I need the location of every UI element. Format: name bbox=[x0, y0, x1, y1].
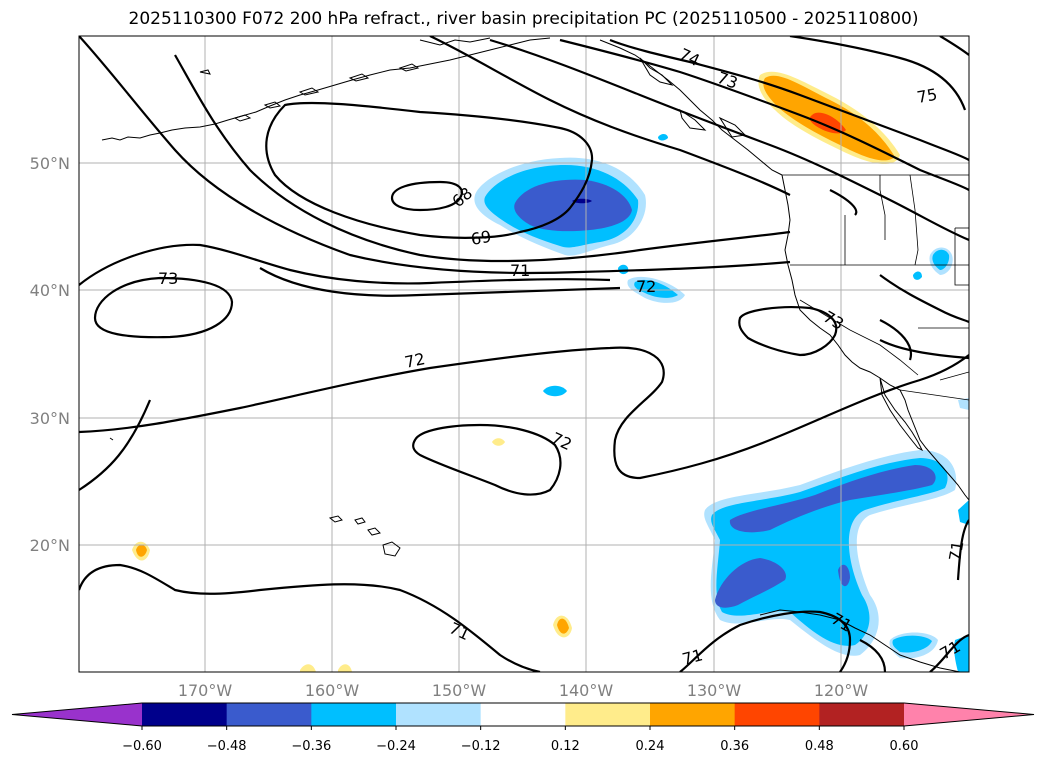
colorbar-segment bbox=[650, 703, 736, 726]
lon-label-150w: 150°W bbox=[432, 681, 487, 700]
longitude-labels: 170°W 160°W 150°W 140°W 130°W 120°W bbox=[178, 681, 869, 700]
lat-label-30n: 30°N bbox=[30, 409, 70, 428]
colorbar-segment bbox=[311, 703, 397, 726]
colorbar-segment bbox=[142, 703, 228, 726]
colorbar-tick-label: 0.48 bbox=[805, 739, 834, 754]
colorbar-tick-label: 0.12 bbox=[551, 739, 580, 754]
map-title: 2025110300 F072 200 hPa refract., river … bbox=[128, 9, 919, 29]
colorbar-tick-label: −0.24 bbox=[376, 739, 416, 754]
colorbar-extend-high bbox=[904, 703, 1034, 726]
contour-label-72-north: 72 bbox=[636, 277, 656, 296]
colorbar-tick-label: 0.24 bbox=[636, 739, 665, 754]
colorbar-tick-label: −0.60 bbox=[122, 739, 162, 754]
contour-label-73-west: 73 bbox=[158, 269, 178, 288]
colorbar-tick-label: 0.36 bbox=[720, 739, 749, 754]
contour-label-69: 69 bbox=[469, 227, 492, 249]
lon-label-140w: 140°W bbox=[559, 681, 614, 700]
colorbar-segment bbox=[819, 703, 905, 726]
lon-label-170w: 170°W bbox=[178, 681, 233, 700]
colorbar-segment bbox=[565, 703, 651, 726]
refractivity-contours bbox=[79, 36, 969, 672]
political-borders bbox=[782, 174, 969, 401]
lat-label-40n: 40°N bbox=[30, 281, 70, 300]
colorbar-tick-label: −0.48 bbox=[207, 739, 247, 754]
colorbar-ticks: −0.60 −0.48 −0.36 −0.24 −0.12 0.12 0.24 0.36 0.4… bbox=[122, 726, 918, 754]
contour-label-71-edge: 71 bbox=[945, 539, 967, 562]
contour-label-71-north: 71 bbox=[510, 261, 530, 280]
colorbar-segment bbox=[226, 703, 312, 726]
colorbar-tick-label: −0.36 bbox=[291, 739, 331, 754]
coastlines bbox=[101, 37, 969, 672]
colorbar-tick-label: 0.60 bbox=[890, 739, 919, 754]
colorbar-segment bbox=[396, 703, 482, 726]
lat-label-20n: 20°N bbox=[30, 536, 70, 555]
contour-label-71-southeast: 71 bbox=[680, 645, 705, 669]
lon-label-160w: 160°W bbox=[305, 681, 360, 700]
lat-label-50n: 50°N bbox=[30, 154, 70, 173]
colorbar-segment bbox=[480, 703, 566, 726]
colorbar-segment bbox=[734, 703, 820, 726]
contour-label-75: 75 bbox=[915, 85, 938, 107]
colorbar-segments bbox=[11, 702, 1035, 727]
map-frame bbox=[78, 35, 970, 673]
colorbar-extend-low bbox=[12, 703, 142, 726]
lon-label-130w: 130°W bbox=[687, 681, 742, 700]
contour-label-72-central: 72 bbox=[403, 349, 427, 372]
latitude-labels: 50°N 40°N 30°N 20°N bbox=[30, 154, 70, 555]
colorbar-tick-label: −0.12 bbox=[461, 739, 501, 754]
lon-label-120w: 120°W bbox=[814, 681, 869, 700]
